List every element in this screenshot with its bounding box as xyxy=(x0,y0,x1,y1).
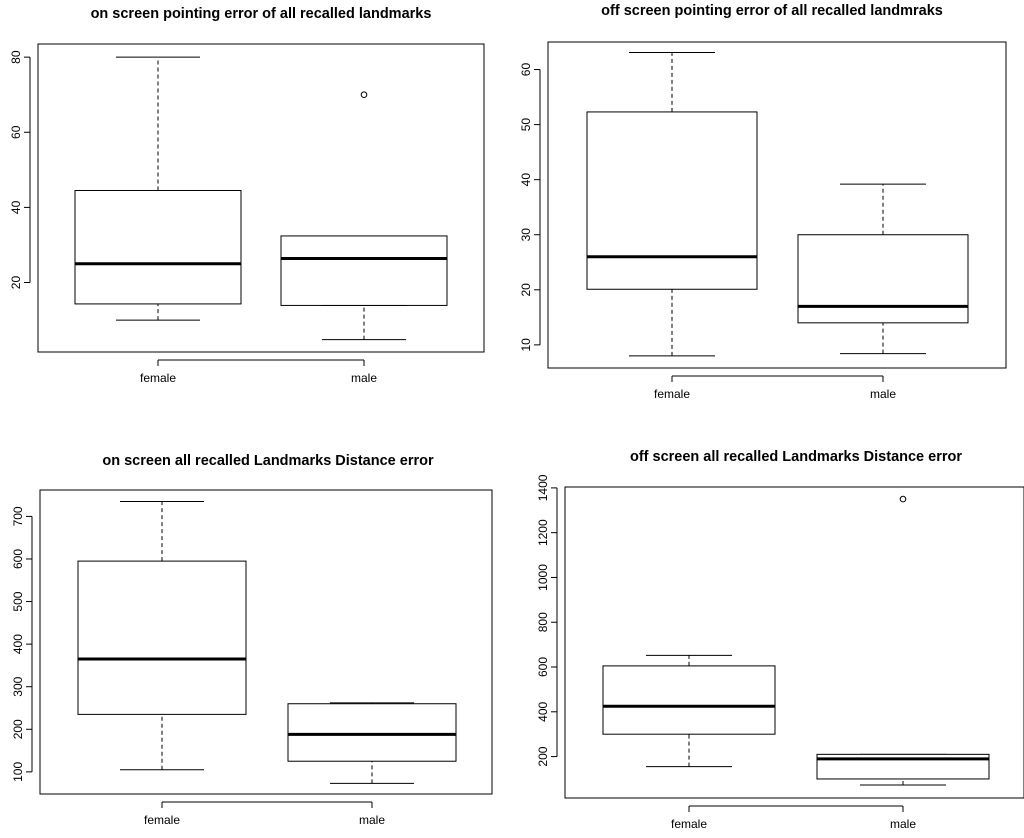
box-rect xyxy=(797,234,969,324)
box-male xyxy=(816,495,990,786)
y-tick-label: 300 xyxy=(11,676,25,696)
x-tick-label: male xyxy=(359,813,385,827)
y-tick-label: 30 xyxy=(519,228,533,242)
chart-title: on screen pointing error of all recalled… xyxy=(91,6,432,22)
plot-frame xyxy=(37,43,485,353)
chart-panel-off-screen-distance: off screen all recalled Landmarks Distan… xyxy=(536,449,1024,831)
box-female xyxy=(586,51,758,357)
box-rect xyxy=(586,111,758,290)
box-female xyxy=(74,56,242,321)
box-rect xyxy=(280,235,448,306)
y-tick-label: 400 xyxy=(11,634,25,654)
y-tick-label: 200 xyxy=(11,719,25,739)
chart-title: on screen all recalled Landmarks Distanc… xyxy=(102,453,434,469)
x-tick-label: female xyxy=(144,813,180,827)
y-tick-label: 1400 xyxy=(536,474,550,501)
y-tick-label: 10 xyxy=(519,338,533,352)
chart-panel-on-screen-pointing: on screen pointing error of all recalled… xyxy=(9,6,485,385)
box-female xyxy=(602,654,776,768)
x-tick-label: male xyxy=(870,387,896,401)
y-tick-label: 700 xyxy=(11,506,25,526)
x-tick-label: female xyxy=(654,387,690,401)
box-rect xyxy=(74,189,242,305)
y-tick-label: 40 xyxy=(9,200,23,214)
x-tick-label: male xyxy=(351,371,377,385)
y-tick-label: 200 xyxy=(536,746,550,766)
plot-frame xyxy=(39,489,493,795)
plot-frame xyxy=(547,41,1007,369)
box-female xyxy=(77,500,247,771)
box-rect xyxy=(77,560,247,715)
y-tick-label: 20 xyxy=(9,276,23,290)
y-tick-label: 50 xyxy=(519,118,533,132)
chart-panel-off-screen-pointing: off screen pointing error of all recalle… xyxy=(519,3,1007,401)
y-tick-label: 60 xyxy=(519,63,533,77)
y-tick-label: 500 xyxy=(11,591,25,611)
y-tick-label: 100 xyxy=(11,762,25,782)
plot-frame xyxy=(564,486,1024,799)
box-male xyxy=(797,183,969,355)
y-tick-label: 800 xyxy=(536,612,550,632)
chart-title: off screen all recalled Landmarks Distan… xyxy=(630,449,962,465)
y-tick-label: 40 xyxy=(519,173,533,187)
y-tick-label: 1000 xyxy=(536,564,550,591)
y-tick-label: 600 xyxy=(536,657,550,677)
y-tick-label: 400 xyxy=(536,701,550,721)
x-tick-label: male xyxy=(890,817,916,831)
outlier-point xyxy=(899,495,907,503)
box-male xyxy=(280,91,448,341)
box-male xyxy=(287,702,457,784)
x-tick-label: female xyxy=(671,817,707,831)
y-tick-label: 60 xyxy=(9,125,23,139)
y-tick-label: 20 xyxy=(519,283,533,297)
y-tick-label: 80 xyxy=(9,50,23,64)
chart-panel-on-screen-distance: on screen all recalled Landmarks Distanc… xyxy=(11,453,493,827)
chart-title: off screen pointing error of all recalle… xyxy=(601,3,943,19)
y-tick-label: 1200 xyxy=(536,519,550,546)
outlier-point xyxy=(360,91,368,99)
box-rect xyxy=(602,665,776,735)
x-tick-label: female xyxy=(140,371,176,385)
y-tick-label: 600 xyxy=(11,549,25,569)
box-rect xyxy=(287,703,457,762)
